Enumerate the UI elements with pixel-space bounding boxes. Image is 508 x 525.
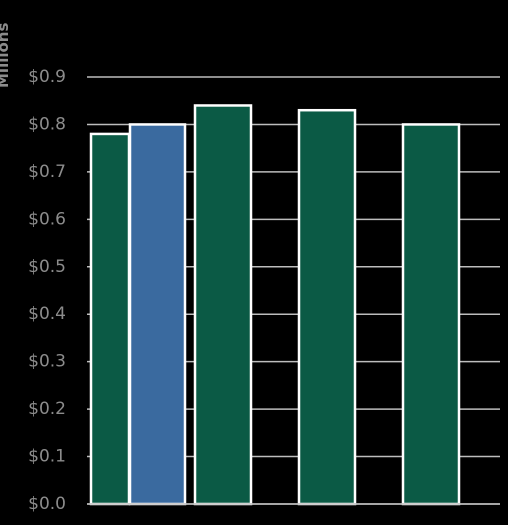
bar [89, 132, 131, 506]
y-tick-label: $0.9 [28, 67, 66, 87]
y-axis-label: Millions [0, 23, 12, 88]
y-tick-label: $0.1 [28, 447, 66, 467]
bar [297, 108, 357, 506]
y-tick-label: $0.2 [28, 399, 66, 419]
bar [128, 123, 187, 506]
y-tick-label: $0.6 [28, 209, 66, 229]
y-tick-label: $0.8 [28, 114, 66, 134]
bar [193, 104, 253, 506]
bar [401, 123, 461, 506]
y-tick-label: $0.7 [28, 162, 66, 182]
y-tick-label: $0.3 [28, 352, 66, 372]
y-tick-label: $0.5 [28, 257, 66, 277]
y-tick-label: $0.0 [28, 494, 66, 514]
y-tick-label: $0.4 [28, 304, 66, 324]
